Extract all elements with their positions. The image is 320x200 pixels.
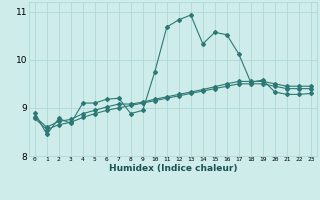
- X-axis label: Humidex (Indice chaleur): Humidex (Indice chaleur): [108, 164, 237, 173]
